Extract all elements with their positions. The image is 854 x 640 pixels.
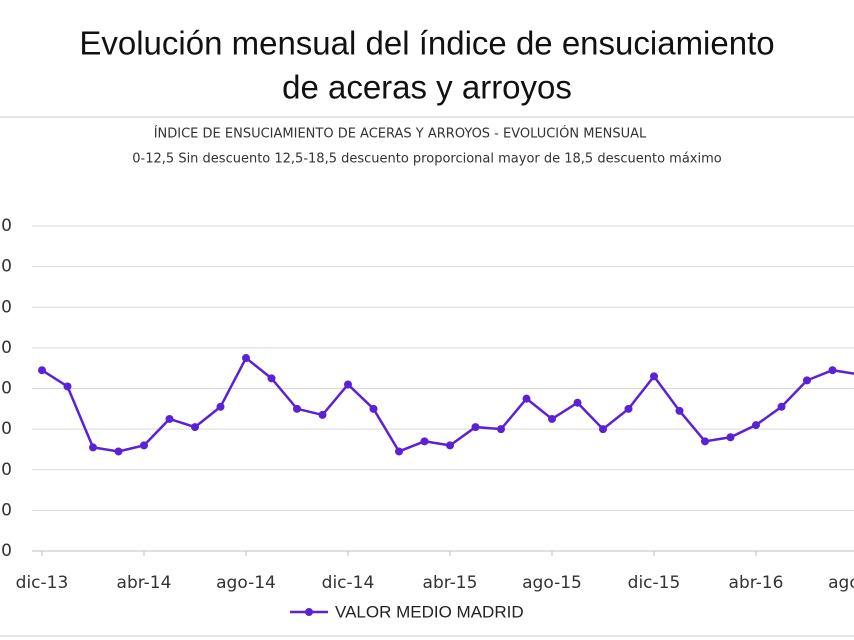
y-tick-label: 12,0 xyxy=(0,297,12,317)
y-tick-label: 14,0 xyxy=(0,257,12,277)
slide-title: Evolución mensual del índice de ensuciam… xyxy=(79,25,774,62)
data-point xyxy=(140,441,148,450)
data-point xyxy=(573,398,582,407)
data-point xyxy=(344,380,352,389)
data-point xyxy=(242,354,250,363)
chart-title: ÍNDICE DE ENSUCIAMIENTO DE ACERAS Y ARRO… xyxy=(154,126,647,142)
x-tick-label: abr-14 xyxy=(117,573,172,593)
data-point xyxy=(89,443,97,452)
data-point xyxy=(369,404,378,413)
chart-subtitle: 0-12,5 Sin descuento 12,5-18,5 descuento… xyxy=(132,152,721,167)
x-tick-label: ago-14 xyxy=(216,573,276,593)
x-tick-label: dic-14 xyxy=(322,573,375,593)
data-point xyxy=(522,394,531,403)
y-tick-label: 6,0 xyxy=(0,419,12,439)
data-point xyxy=(293,404,301,413)
x-tick-label: dic-15 xyxy=(628,573,681,593)
x-tick-label: ago-16 xyxy=(828,573,854,593)
data-point xyxy=(267,374,276,383)
data-point xyxy=(497,425,505,434)
y-tick-label: 4,0 xyxy=(0,460,12,480)
data-point xyxy=(63,382,72,391)
data-point xyxy=(165,414,174,423)
legend-marker xyxy=(305,608,313,616)
data-point xyxy=(777,402,786,411)
data-point xyxy=(446,441,454,450)
data-point xyxy=(675,406,684,415)
data-point xyxy=(726,433,735,442)
data-point xyxy=(114,447,123,456)
data-point xyxy=(318,410,327,419)
y-tick-label: 0,0 xyxy=(0,541,12,561)
data-point xyxy=(548,414,556,423)
data-point xyxy=(752,421,760,430)
x-tick-label: abr-15 xyxy=(423,573,478,593)
data-point xyxy=(216,402,225,411)
y-tick-label: 16,0 xyxy=(0,216,12,236)
data-point xyxy=(191,423,199,432)
x-tick-label: dic-13 xyxy=(16,573,69,593)
data-point xyxy=(828,366,837,375)
data-point xyxy=(624,404,633,413)
slide-title: de aceras y arroyos xyxy=(282,69,572,106)
x-tick-label: abr-16 xyxy=(729,573,784,593)
data-point xyxy=(420,437,429,446)
data-point xyxy=(701,437,709,446)
y-tick-label: 2,0 xyxy=(0,500,12,520)
data-point xyxy=(599,425,607,434)
data-point xyxy=(38,366,46,375)
data-point xyxy=(803,376,811,385)
legend-label: VALOR MEDIO MADRID xyxy=(335,602,524,621)
y-tick-label: 10,0 xyxy=(0,338,12,358)
x-tick-label: ago-15 xyxy=(522,573,582,593)
data-point xyxy=(395,447,403,456)
data-point xyxy=(471,423,480,432)
data-point xyxy=(650,372,658,381)
y-tick-label: 8,0 xyxy=(0,379,12,399)
